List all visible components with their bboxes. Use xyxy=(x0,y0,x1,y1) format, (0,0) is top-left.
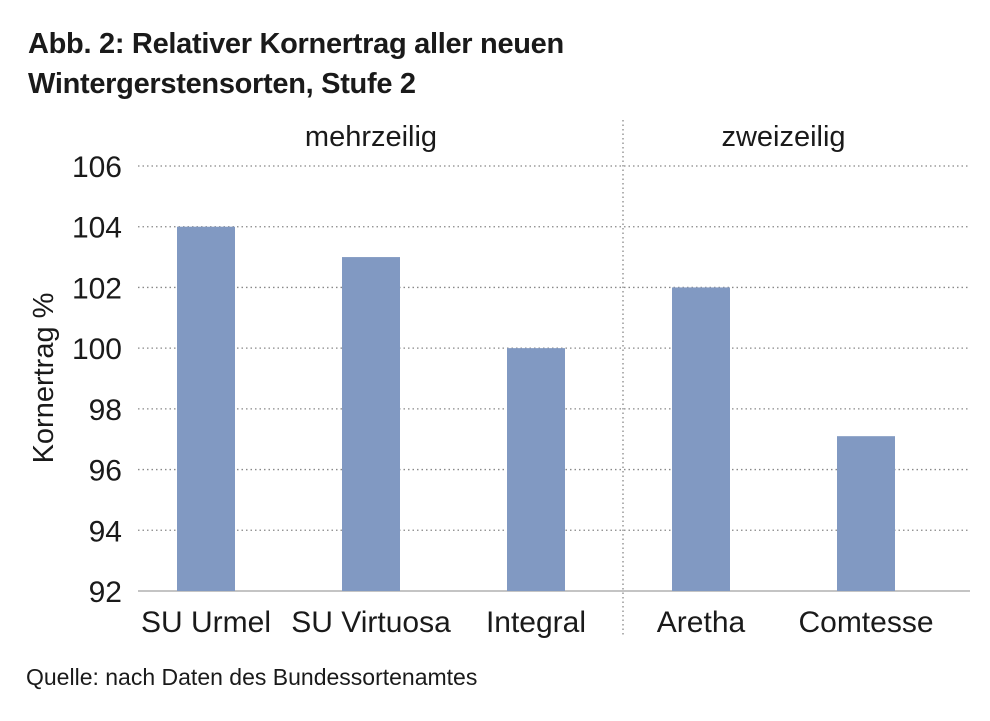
y-tick-label: 104 xyxy=(72,212,122,245)
y-tick-label: 94 xyxy=(89,515,122,548)
title-line-1: Abb. 2: Relativer Kornertrag aller neuen xyxy=(28,28,564,60)
y-tick-label: 106 xyxy=(72,151,122,184)
y-tick-label: 102 xyxy=(72,272,122,305)
bar-comtesse xyxy=(837,436,895,591)
x-tick-label: Integral xyxy=(486,606,586,639)
group-label: zweizeilig xyxy=(721,121,845,153)
y-tick-label: 92 xyxy=(89,576,122,609)
bar-su-urmel xyxy=(177,226,235,591)
bar-integral xyxy=(507,348,565,591)
bar-aretha xyxy=(672,287,730,591)
y-tick-label: 96 xyxy=(89,455,122,488)
x-tick-label: SU Urmel xyxy=(141,606,271,639)
y-axis-label: Kornertrag % xyxy=(28,293,60,464)
bar-su-virtuosa xyxy=(342,257,400,591)
x-tick-label: SU Virtuosa xyxy=(291,606,451,639)
y-tick-label: 98 xyxy=(89,394,122,427)
chart-title: Abb. 2: Relativer Kornertrag aller neuen… xyxy=(28,24,564,104)
group-label: mehrzeilig xyxy=(305,121,437,153)
x-tick-label: Comtesse xyxy=(798,606,933,639)
y-tick-label: 100 xyxy=(72,333,122,366)
x-tick-label: Aretha xyxy=(657,606,746,639)
source-note: Quelle: nach Daten des Bundessortenamtes xyxy=(26,664,478,690)
title-line-2: Wintergerstensorten, Stufe 2 xyxy=(28,68,416,100)
